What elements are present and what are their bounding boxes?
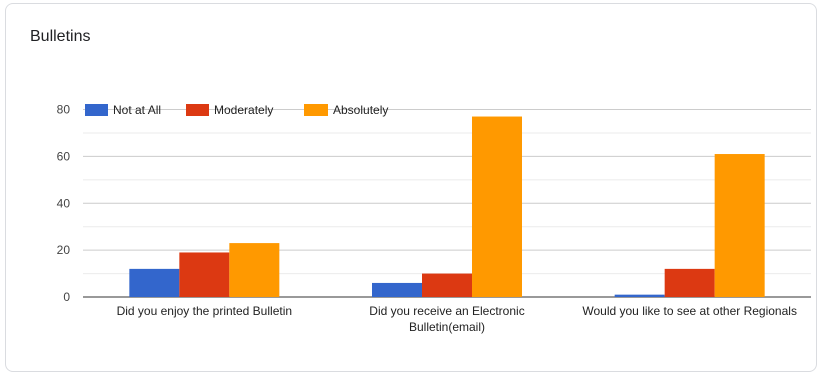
y-tick-0: 0 bbox=[63, 290, 70, 304]
bar-moderately-2 bbox=[664, 268, 715, 297]
x-tick-labels: Did you enjoy the printed Bulletin Did yo… bbox=[117, 304, 797, 334]
legend-label-1: Moderately bbox=[214, 103, 273, 117]
bar-not-at-all-2 bbox=[614, 294, 665, 297]
y-tick-40: 40 bbox=[57, 196, 71, 210]
legend-label-0: Not at All bbox=[113, 103, 161, 117]
bars bbox=[129, 116, 765, 297]
legend-label-2: Absolutely bbox=[333, 103, 388, 117]
y-tick-20: 20 bbox=[57, 243, 71, 257]
bar-moderately-1 bbox=[422, 273, 472, 297]
bar-not-at-all-1 bbox=[372, 282, 422, 297]
chart-title: Bulletins bbox=[30, 28, 91, 45]
bar-absolutely-2 bbox=[714, 154, 765, 297]
y-tick-60: 60 bbox=[57, 149, 71, 163]
bar-moderately-0 bbox=[179, 252, 230, 297]
x-tick-label-1-1: Bulletin(email) bbox=[409, 320, 485, 334]
x-tick-label-0-0: Did you enjoy the printed Bulletin bbox=[117, 304, 292, 318]
legend: Not at All Moderately Absolutely bbox=[85, 103, 388, 117]
legend-swatch-0 bbox=[85, 104, 108, 116]
bar-absolutely-1 bbox=[472, 116, 522, 297]
x-tick-label-2-0: Would you like to see at other Regionals bbox=[582, 304, 797, 318]
legend-swatch-1 bbox=[186, 104, 209, 116]
bar-absolutely-0 bbox=[229, 243, 280, 297]
legend-swatch-2 bbox=[304, 104, 328, 116]
bar-not-at-all-0 bbox=[129, 268, 180, 297]
y-tick-labels: 0 20 40 60 80 bbox=[57, 103, 71, 305]
x-tick-label-1-0: Did you receive an Electronic bbox=[369, 304, 524, 318]
y-tick-80: 80 bbox=[57, 103, 71, 117]
chart-card bbox=[5, 3, 817, 372]
